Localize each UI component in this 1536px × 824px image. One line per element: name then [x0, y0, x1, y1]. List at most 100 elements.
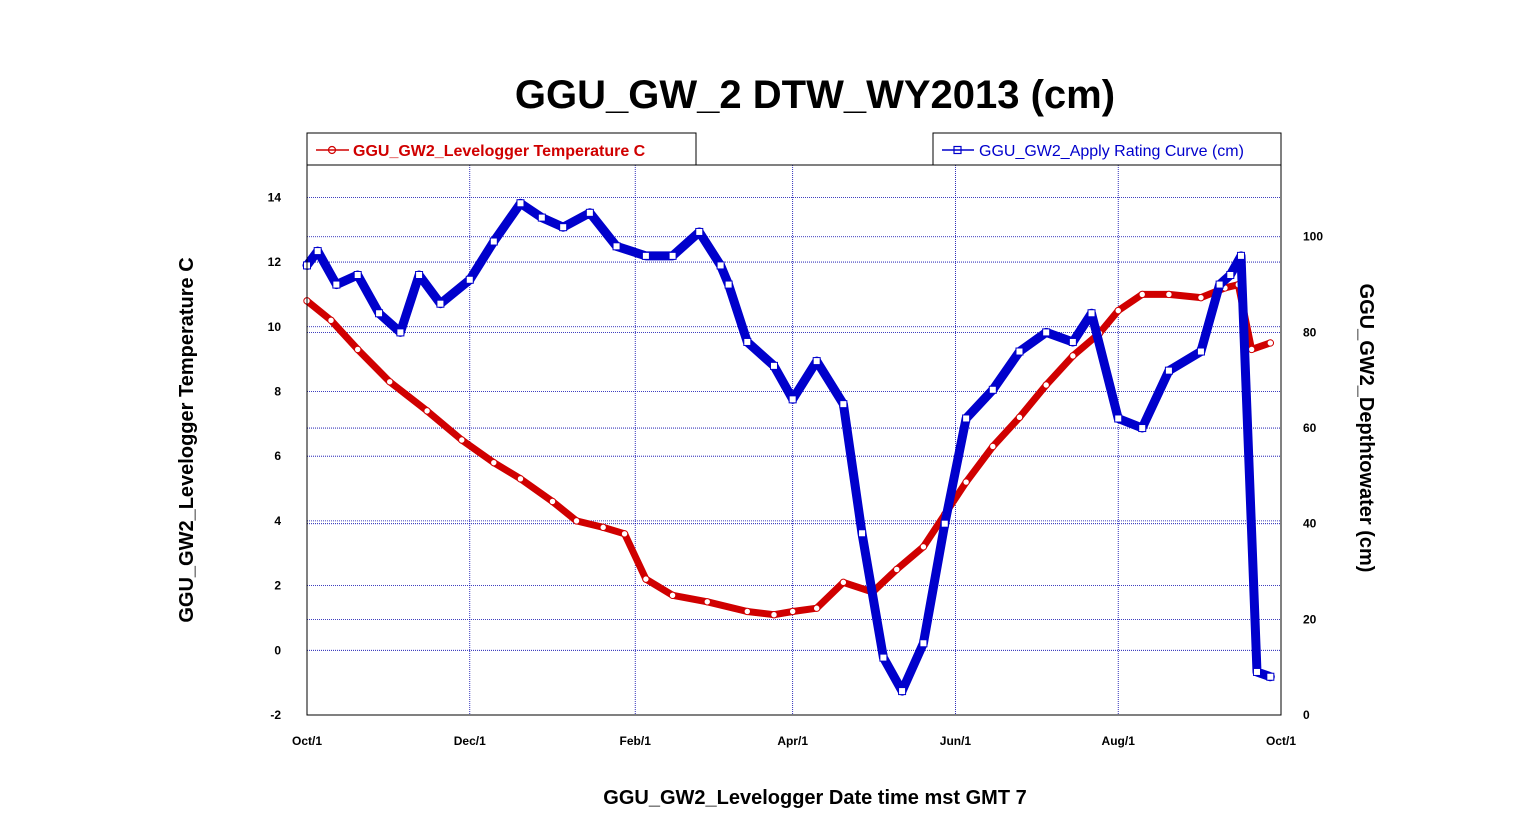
y2-tick-label: 60 — [1303, 421, 1317, 435]
depth-point — [812, 357, 821, 366]
depth-point — [788, 395, 797, 404]
temperature-point — [812, 604, 821, 612]
depth-point — [919, 639, 928, 648]
y-tick-label: -2 — [270, 708, 281, 722]
depth-point — [537, 213, 546, 222]
depth-point — [769, 361, 778, 370]
depth-point — [489, 237, 498, 246]
y-tick-label: 6 — [274, 449, 281, 463]
legend-right-label: GGU_GW2_Apply Rating Curve (cm) — [979, 143, 1244, 160]
depth-point — [1114, 414, 1123, 423]
temperature-point — [1138, 290, 1146, 299]
temperature-point — [770, 611, 778, 619]
grid — [307, 165, 1281, 715]
depth-point — [940, 519, 949, 528]
legend-left-label: GGU_GW2_Levelogger Temperature C — [353, 143, 646, 160]
depth-point — [1015, 347, 1024, 356]
depth-point — [668, 251, 677, 260]
temperature-point — [458, 436, 466, 444]
temperature-point — [1247, 345, 1256, 354]
temperature-point — [1114, 306, 1122, 315]
temperature-point — [354, 345, 362, 354]
depth-point — [465, 275, 474, 284]
temperature-point — [893, 565, 901, 574]
x-tick-label: Oct/1 — [1266, 734, 1296, 748]
temperature-point — [1015, 413, 1024, 422]
temperature-point — [743, 607, 752, 616]
legend-right-marker — [953, 145, 962, 155]
depth-point — [858, 529, 867, 538]
temperature-point — [490, 458, 498, 467]
y2-axis-label: GGU_GW2_Depthtowater (cm) — [1355, 284, 1377, 573]
temperature-point — [1042, 381, 1050, 389]
depth-point — [436, 299, 445, 308]
temperature-point — [989, 442, 997, 451]
depth-point — [1138, 424, 1147, 433]
temperature-point — [1266, 339, 1275, 347]
legend-left: GGU_GW2_Levelogger Temperature C — [306, 132, 697, 166]
y-tick-label: 0 — [274, 643, 281, 657]
depth-point — [375, 309, 384, 318]
plot-frame — [306, 164, 1282, 716]
depth-point — [585, 208, 594, 217]
temperature-point — [668, 591, 677, 599]
x-axis-label: GGU_GW2_Levelogger Date time mst GMT 7 — [603, 787, 1026, 809]
depth-point — [1226, 271, 1235, 279]
y2-tick-label: 40 — [1303, 517, 1317, 531]
y2-tick-label: 80 — [1303, 325, 1317, 339]
depth-point — [559, 223, 568, 232]
temperature-point — [1069, 352, 1077, 360]
x-tick-label: Oct/1 — [292, 734, 322, 748]
temperature-point — [1165, 290, 1173, 299]
depth-point — [1087, 309, 1096, 318]
depth-point — [839, 400, 848, 409]
depth-point — [612, 242, 621, 251]
depth-point — [415, 271, 424, 279]
temperature-point — [327, 316, 335, 324]
temperature-point — [703, 598, 711, 606]
y2-tick-label: 100 — [1303, 230, 1323, 244]
temperature-point — [516, 475, 525, 483]
depth-point — [1215, 280, 1224, 289]
depth-point — [898, 687, 907, 696]
y-tick-label: 8 — [274, 384, 281, 398]
legend-right: GGU_GW2_Apply Rating Curve (cm) — [932, 132, 1282, 166]
depth-point — [724, 280, 733, 289]
depth-point — [1164, 366, 1173, 375]
temperature-point — [548, 497, 557, 506]
temperature-point — [839, 578, 848, 587]
depth-point — [1236, 251, 1245, 260]
depth-point — [743, 337, 752, 346]
x-tick-label: Jun/1 — [940, 734, 972, 748]
y2-tick-label: 20 — [1303, 612, 1317, 626]
temperature-point — [620, 530, 629, 538]
y-tick-label: 14 — [268, 190, 282, 204]
temperature-point — [386, 378, 394, 386]
depth-point — [516, 199, 525, 208]
temperature-point — [919, 543, 928, 551]
x-tick-label: Apr/1 — [777, 734, 808, 748]
temperature-point — [423, 407, 431, 415]
x-tick-label: Aug/1 — [1102, 734, 1136, 748]
depth-point — [313, 247, 322, 256]
temperature-point — [642, 575, 650, 583]
temperature-point — [599, 523, 607, 532]
depth-point — [879, 653, 888, 662]
depth-point — [641, 251, 650, 260]
legend-left-marker — [327, 145, 337, 155]
depth-point — [1042, 328, 1051, 337]
temperature-point — [1197, 293, 1205, 302]
legend-left-box — [306, 132, 697, 166]
y-tick-label: 12 — [268, 255, 282, 269]
x-tick-label: Dec/1 — [454, 734, 486, 748]
depth-point — [332, 280, 341, 289]
series-layer — [302, 198, 1275, 696]
y-tick-label: 10 — [268, 320, 282, 334]
y2-tick-label: 0 — [1303, 708, 1310, 722]
chart-title: GGU_GW_2 DTW_WY2013 (cm) — [515, 73, 1115, 117]
depth-point — [1068, 337, 1077, 346]
depth-point — [1196, 347, 1205, 356]
legend-right-box — [932, 132, 1282, 166]
